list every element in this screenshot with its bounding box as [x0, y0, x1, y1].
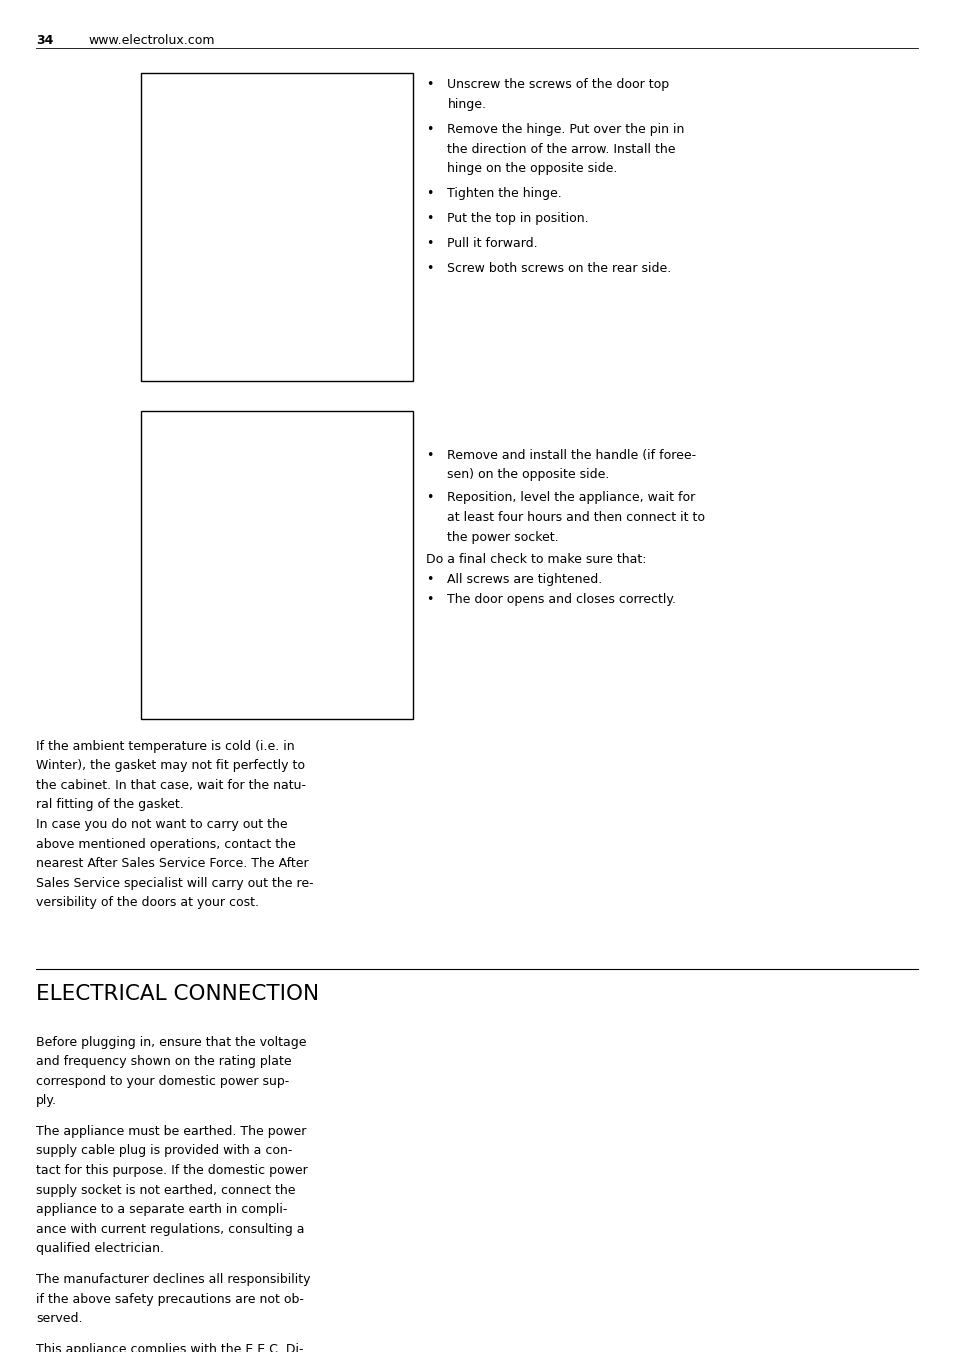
Text: Unscrew the screws of the door top: Unscrew the screws of the door top — [447, 78, 669, 92]
Bar — [141, 411, 413, 719]
Text: www.electrolux.com: www.electrolux.com — [89, 34, 215, 47]
Text: Sales Service specialist will carry out the re-: Sales Service specialist will carry out … — [36, 877, 314, 890]
Text: and frequency shown on the rating plate: and frequency shown on the rating plate — [36, 1055, 292, 1068]
Text: nearest After Sales Service Force. The After: nearest After Sales Service Force. The A… — [36, 857, 309, 871]
Text: Before plugging in, ensure that the voltage: Before plugging in, ensure that the volt… — [36, 1036, 307, 1049]
Text: the cabinet. In that case, wait for the natu-: the cabinet. In that case, wait for the … — [36, 779, 306, 792]
Text: Remove the hinge. Put over the pin in: Remove the hinge. Put over the pin in — [447, 123, 684, 137]
Text: All screws are tightened.: All screws are tightened. — [447, 573, 602, 585]
Text: •: • — [426, 78, 434, 92]
Text: •: • — [426, 212, 434, 226]
Text: if the above safety precautions are not ob-: if the above safety precautions are not … — [36, 1293, 304, 1306]
Text: Remove and install the handle (if foree-: Remove and install the handle (if foree- — [447, 449, 696, 462]
Text: the power socket.: the power socket. — [447, 530, 558, 544]
Text: tact for this purpose. If the domestic power: tact for this purpose. If the domestic p… — [36, 1164, 308, 1178]
Text: sen) on the opposite side.: sen) on the opposite side. — [447, 468, 609, 481]
Text: 34: 34 — [36, 34, 53, 47]
Text: •: • — [426, 491, 434, 504]
Text: Do a final check to make sure that:: Do a final check to make sure that: — [426, 553, 646, 566]
Text: ral fitting of the gasket.: ral fitting of the gasket. — [36, 798, 184, 811]
Text: •: • — [426, 123, 434, 137]
Text: Winter), the gasket may not fit perfectly to: Winter), the gasket may not fit perfectl… — [36, 760, 305, 772]
Text: Put the top in position.: Put the top in position. — [447, 212, 588, 226]
Text: supply socket is not earthed, connect the: supply socket is not earthed, connect th… — [36, 1184, 295, 1197]
Text: If the ambient temperature is cold (i.e. in: If the ambient temperature is cold (i.e.… — [36, 740, 294, 753]
Text: In case you do not want to carry out the: In case you do not want to carry out the — [36, 818, 288, 831]
Bar — [141, 73, 413, 381]
Text: Screw both screws on the rear side.: Screw both screws on the rear side. — [447, 262, 671, 276]
Text: correspond to your domestic power sup-: correspond to your domestic power sup- — [36, 1075, 289, 1088]
Text: supply cable plug is provided with a con-: supply cable plug is provided with a con… — [36, 1144, 293, 1157]
Text: Pull it forward.: Pull it forward. — [447, 237, 537, 250]
Text: the direction of the arrow. Install the: the direction of the arrow. Install the — [447, 143, 676, 155]
Text: ance with current regulations, consulting a: ance with current regulations, consultin… — [36, 1224, 304, 1236]
Text: Tighten the hinge.: Tighten the hinge. — [447, 187, 561, 200]
Text: The door opens and closes correctly.: The door opens and closes correctly. — [447, 592, 676, 606]
Text: The manufacturer declines all responsibility: The manufacturer declines all responsibi… — [36, 1274, 311, 1286]
Text: •: • — [426, 573, 434, 585]
Text: •: • — [426, 592, 434, 606]
Text: appliance to a separate earth in compli-: appliance to a separate earth in compli- — [36, 1203, 287, 1217]
Text: ELECTRICAL CONNECTION: ELECTRICAL CONNECTION — [36, 984, 319, 1005]
Text: •: • — [426, 237, 434, 250]
Text: qualified electrician.: qualified electrician. — [36, 1242, 164, 1256]
Text: Reposition, level the appliance, wait for: Reposition, level the appliance, wait fo… — [447, 491, 695, 504]
Text: hinge on the opposite side.: hinge on the opposite side. — [447, 162, 618, 176]
Text: above mentioned operations, contact the: above mentioned operations, contact the — [36, 838, 295, 850]
Text: The appliance must be earthed. The power: The appliance must be earthed. The power — [36, 1125, 306, 1138]
Text: hinge.: hinge. — [447, 99, 486, 111]
Text: •: • — [426, 449, 434, 462]
Text: versibility of the doors at your cost.: versibility of the doors at your cost. — [36, 896, 259, 910]
Text: served.: served. — [36, 1311, 83, 1325]
Text: at least four hours and then connect it to: at least four hours and then connect it … — [447, 511, 704, 525]
Text: •: • — [426, 187, 434, 200]
Text: •: • — [426, 262, 434, 276]
Text: This appliance complies with the E.E.C. Di-: This appliance complies with the E.E.C. … — [36, 1343, 303, 1352]
Text: ply.: ply. — [36, 1095, 57, 1107]
